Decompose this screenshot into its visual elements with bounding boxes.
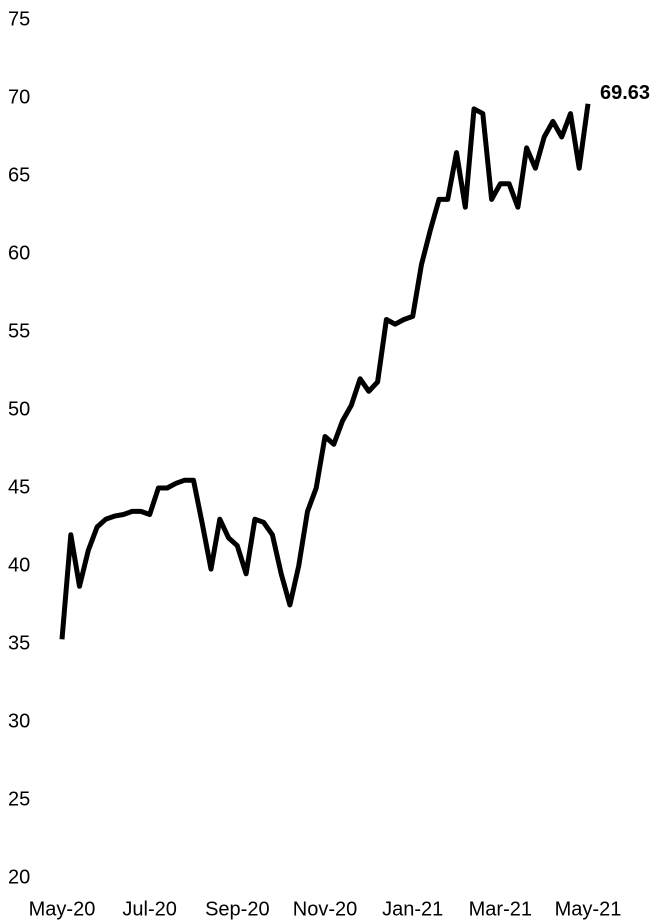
y-tick-label: 30 bbox=[8, 710, 30, 732]
x-tick-label: May-20 bbox=[29, 898, 96, 920]
x-tick-label: Sep-20 bbox=[205, 898, 270, 920]
x-tick-label: Jul-20 bbox=[122, 898, 176, 920]
y-tick-label: 50 bbox=[8, 398, 30, 420]
value-label: 69.63 bbox=[600, 82, 650, 104]
x-tick-label: Jan-21 bbox=[382, 898, 443, 920]
y-tick-label: 35 bbox=[8, 632, 30, 654]
x-tick-label: May-21 bbox=[555, 898, 622, 920]
y-tick-label: 20 bbox=[8, 866, 30, 888]
y-tick-label: 45 bbox=[8, 476, 30, 498]
y-tick-label: 75 bbox=[8, 8, 30, 30]
x-tick-label: Mar-21 bbox=[469, 898, 532, 920]
x-tick-label: Nov-20 bbox=[293, 898, 357, 920]
line bbox=[59, 103, 591, 640]
y-tick-label: 70 bbox=[8, 86, 30, 108]
y-tick-label: 25 bbox=[8, 788, 30, 810]
y-tick-label: 60 bbox=[8, 242, 30, 264]
y-tick-label: 65 bbox=[8, 164, 30, 186]
y-tick-label: 55 bbox=[8, 320, 30, 342]
y-tick-label: 40 bbox=[8, 554, 30, 576]
